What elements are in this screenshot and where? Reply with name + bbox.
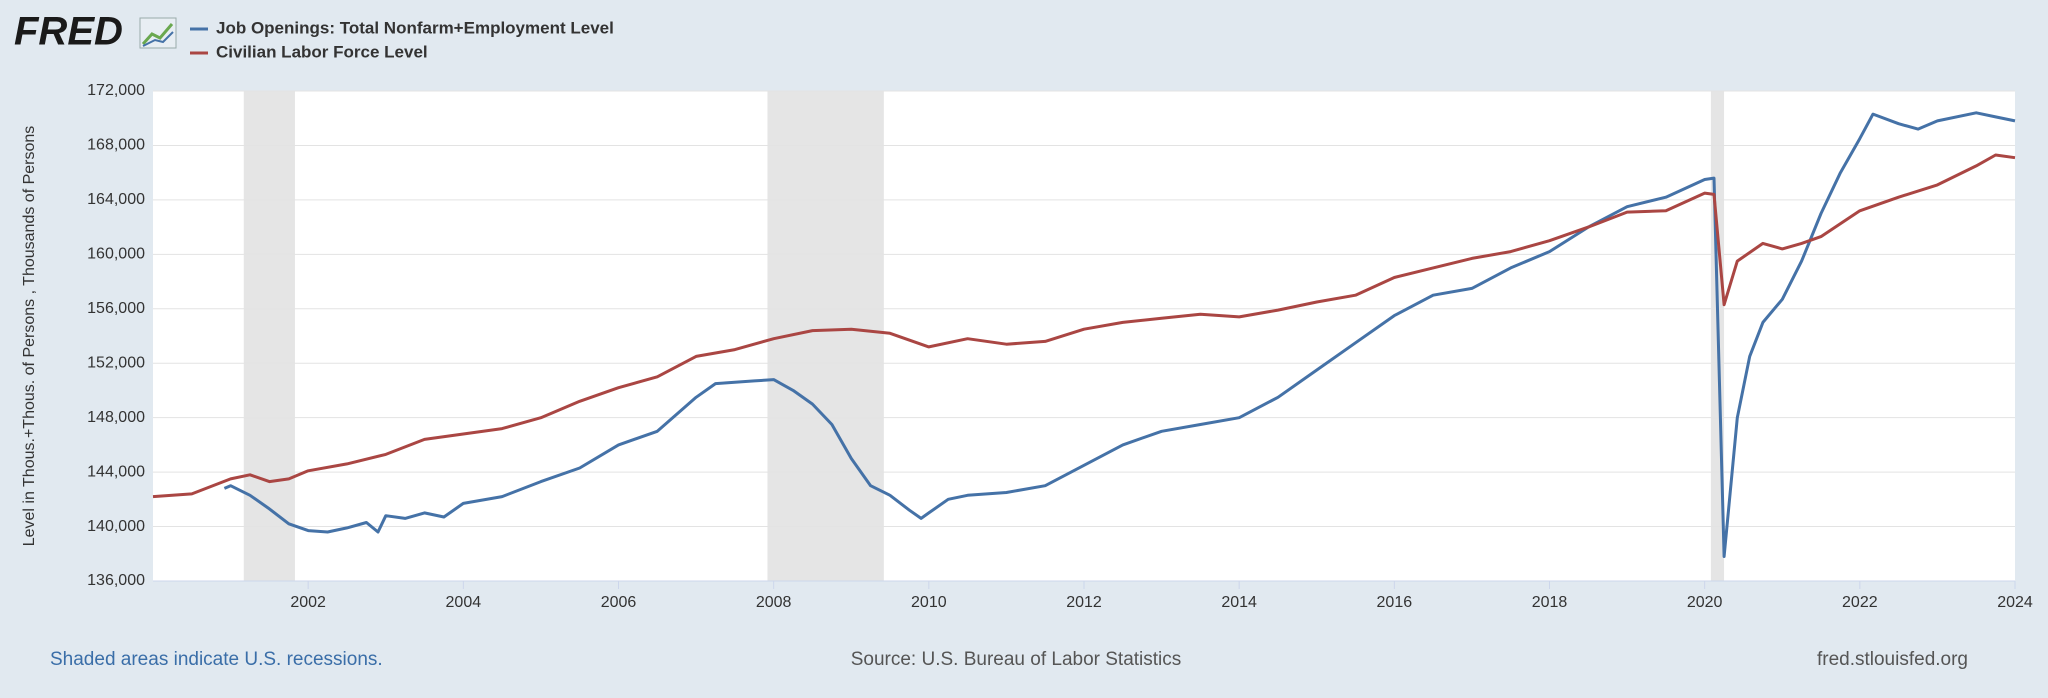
recession-band — [243, 91, 295, 581]
y-tick-label: 164,000 — [87, 191, 145, 208]
recession-note: Shaded areas indicate U.S. recessions. — [50, 649, 383, 670]
x-tick-label: 2018 — [1532, 594, 1568, 611]
x-tick-label: 2008 — [756, 594, 792, 611]
y-tick-label: 156,000 — [87, 300, 145, 317]
plot-area — [153, 91, 2015, 581]
x-tick-label: 2016 — [1377, 594, 1413, 611]
x-tick-label: 2006 — [601, 594, 637, 611]
x-tick-label: 2002 — [290, 594, 326, 611]
x-tick-label: 2024 — [1997, 594, 2033, 611]
y-tick-label: 148,000 — [87, 409, 145, 426]
y-axis-label: Level in Thous.+Thous. of Persons , Thou… — [21, 126, 38, 547]
legend-label: Job Openings: Total Nonfarm+Employment L… — [216, 18, 614, 37]
y-tick-label: 172,000 — [87, 82, 145, 99]
y-tick-label: 160,000 — [87, 246, 145, 263]
source: Source: U.S. Bureau of Labor Statistics — [851, 649, 1182, 670]
y-tick-label: 140,000 — [87, 518, 145, 535]
x-tick-label: 2004 — [446, 594, 482, 611]
y-tick-label: 144,000 — [87, 463, 145, 480]
x-tick-label: 2012 — [1066, 594, 1102, 611]
legend-label: Civilian Labor Force Level — [216, 42, 428, 61]
logo-icon — [139, 17, 177, 49]
series-line — [152, 153, 2016, 499]
logo: FRED — [14, 10, 123, 54]
y-tick-label: 152,000 — [87, 354, 145, 371]
y-tick-label: 168,000 — [87, 137, 145, 154]
y-tick-label: 136,000 — [87, 572, 145, 589]
x-tick-label: 2010 — [911, 594, 947, 611]
series-line — [223, 111, 2016, 558]
site: fred.stlouisfed.org — [1817, 649, 1968, 670]
x-tick-label: 2014 — [1221, 594, 1257, 611]
x-tick-label: 2022 — [1842, 594, 1878, 611]
x-tick-label: 2020 — [1687, 594, 1723, 611]
